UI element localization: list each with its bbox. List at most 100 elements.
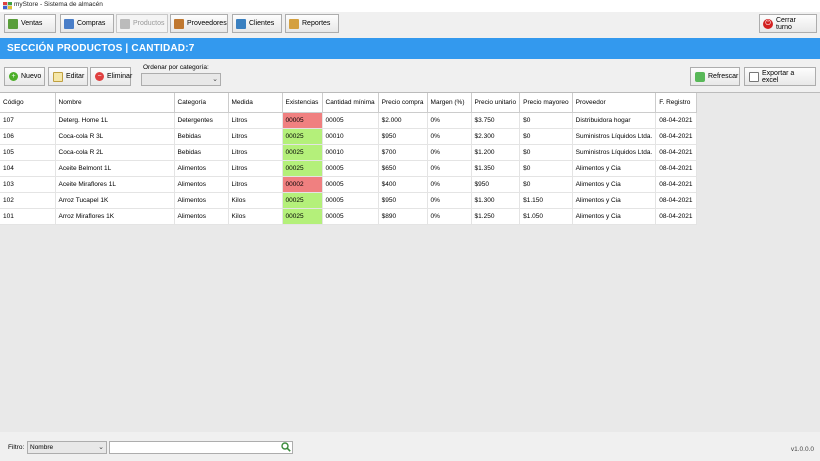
nav-proveedores-button[interactable]: Proveedores <box>170 14 228 33</box>
refresh-icon <box>695 71 705 82</box>
search-input[interactable] <box>109 441 293 454</box>
suppliers-icon <box>174 18 184 29</box>
table-cell: Alimentos y Cia <box>572 160 657 177</box>
nav-label: Clientes <box>249 20 275 27</box>
nav-clientes-button[interactable]: Clientes <box>232 14 282 33</box>
stock-cell: 00025 <box>282 160 323 177</box>
order-by-category-label: Ordenar por categoría: <box>143 64 209 71</box>
logout-label: Cerrar turno <box>776 16 796 31</box>
table-cell: 00005 <box>322 192 379 209</box>
export-excel-button[interactable]: Exportar a excel <box>744 67 816 86</box>
table-cell: 103 <box>0 176 56 193</box>
table-cell: Bebidas <box>174 128 229 145</box>
delete-button[interactable]: − Eliminar <box>90 67 132 86</box>
table-row[interactable]: 104 Aceite Belmont 1L Alimentos Litros 00025… <box>0 160 697 177</box>
column-header[interactable]: Código <box>0 93 56 113</box>
logout-button[interactable]: ⏻ Cerrar turno <box>759 14 817 33</box>
purchases-icon <box>64 18 74 29</box>
filter-field-select[interactable]: Nombre ⌄ <box>27 441 107 454</box>
stock-cell: 00005 <box>282 112 323 129</box>
column-header[interactable]: Cantidad mínima <box>322 93 379 113</box>
table-cell: 102 <box>0 192 56 209</box>
table-cell: Deterg. Home 1L <box>55 112 175 129</box>
products-icon <box>120 18 130 29</box>
nav-reportes-button[interactable]: Reportes <box>285 14 339 33</box>
new-button[interactable]: + Nuevo <box>4 67 45 86</box>
nav-productos-button[interactable]: Productos <box>116 14 168 33</box>
nav-label: Compras <box>77 20 106 27</box>
window-titlebar: myStore - Sistema de almacén <box>0 0 820 12</box>
table-cell: 0% <box>427 144 472 161</box>
nav-label: Proveedores <box>187 20 227 27</box>
table-row[interactable]: 102 Arroz Tucapel 1K Alimentos Kilos 00025 00… <box>0 192 697 209</box>
table-cell: Alimentos y Cia <box>572 176 657 193</box>
table-cell: 00005 <box>322 176 379 193</box>
plus-icon: + <box>9 72 18 81</box>
table-row[interactable]: 106 Coca-cola R 3L Bebidas Litros 00025 00010… <box>0 128 697 145</box>
column-header[interactable]: Proveedor <box>572 93 657 113</box>
column-header[interactable]: F. Registro <box>655 93 697 113</box>
nav-compras-button[interactable]: Compras <box>60 14 114 33</box>
table-cell: $950 <box>471 176 521 193</box>
column-header[interactable]: Precio mayoreo <box>519 93 573 113</box>
table-body: 107 Deterg. Home 1L Detergentes Litros 00005… <box>0 112 697 225</box>
edit-label: Editar <box>66 73 85 80</box>
column-header[interactable]: Existencias <box>282 93 323 113</box>
power-icon: ⏻ <box>763 18 773 29</box>
table-cell: Aceite Miraflores 1L <box>55 176 175 193</box>
column-header[interactable]: Margen (%) <box>427 93 472 113</box>
filter-field-value: Nombre <box>30 444 54 451</box>
table-cell: 106 <box>0 128 56 145</box>
status-bar: Filtro: Nombre ⌄ v1.0.0.0 <box>0 432 820 461</box>
section-title: SECCIÓN PRODUCTOS | CANTIDAD:7 <box>7 43 195 54</box>
column-header[interactable]: Categoría <box>174 93 229 113</box>
table-cell: Arroz Tucapel 1K <box>55 192 175 209</box>
table-cell: $0 <box>519 128 573 145</box>
table-row[interactable]: 105 Coca-cola R 2L Bebidas Litros 00025 00010… <box>0 144 697 161</box>
refresh-button[interactable]: Refrescar <box>690 67 740 86</box>
table-cell: $890 <box>378 208 428 225</box>
table-row[interactable]: 107 Deterg. Home 1L Detergentes Litros 00005… <box>0 112 697 129</box>
nav-ventas-button[interactable]: Ventas <box>4 14 56 33</box>
app-logo-icon <box>3 2 12 10</box>
table-cell: Coca-cola R 3L <box>55 128 175 145</box>
table-cell: 105 <box>0 144 56 161</box>
products-table-container: Código Nombre Categoría Medida Existencias Ca… <box>0 92 820 432</box>
category-select[interactable]: ⌄ <box>141 73 221 86</box>
table-cell: $1.200 <box>471 144 521 161</box>
column-header[interactable]: Precio compra <box>378 93 428 113</box>
table-cell: Distribuidora hogar <box>572 112 657 129</box>
table-cell: 08-04-2021 <box>655 160 697 177</box>
table-cell: $0 <box>519 112 573 129</box>
table-cell: Arroz Miraflores 1K <box>55 208 175 225</box>
table-cell: Kilos <box>228 192 283 209</box>
table-cell: $400 <box>378 176 428 193</box>
table-row[interactable]: 103 Aceite Miraflores 1L Alimentos Litros 00… <box>0 176 697 193</box>
column-header[interactable]: Medida <box>228 93 283 113</box>
table-cell: $0 <box>519 176 573 193</box>
table-cell: $650 <box>378 160 428 177</box>
table-cell: 00010 <box>322 144 379 161</box>
table-cell: Alimentos <box>174 192 229 209</box>
column-header[interactable]: Precio unitario <box>471 93 521 113</box>
refresh-label: Refrescar <box>708 73 739 80</box>
table-row[interactable]: 101 Arroz Miraflores 1K Alimentos Kilos 0002… <box>0 208 697 225</box>
table-cell: $1.250 <box>471 208 521 225</box>
clients-icon <box>236 18 246 29</box>
window-title: myStore - Sistema de almacén <box>14 1 103 8</box>
table-cell: 00005 <box>322 160 379 177</box>
reports-icon <box>289 18 299 29</box>
table-cell: $1.300 <box>471 192 521 209</box>
table-cell: Litros <box>228 160 283 177</box>
column-header[interactable]: Nombre <box>55 93 175 113</box>
stock-cell: 00025 <box>282 192 323 209</box>
table-cell: Litros <box>228 112 283 129</box>
table-cell: 0% <box>427 192 472 209</box>
table-cell: Litros <box>228 144 283 161</box>
chevron-down-icon: ⌄ <box>98 444 104 451</box>
edit-button[interactable]: Editar <box>48 67 88 86</box>
table-cell: Alimentos y Cia <box>572 208 657 225</box>
table-cell: Litros <box>228 176 283 193</box>
table-cell: Suministros Líquidos Ltda. <box>572 128 657 145</box>
table-cell: $3.750 <box>471 112 521 129</box>
